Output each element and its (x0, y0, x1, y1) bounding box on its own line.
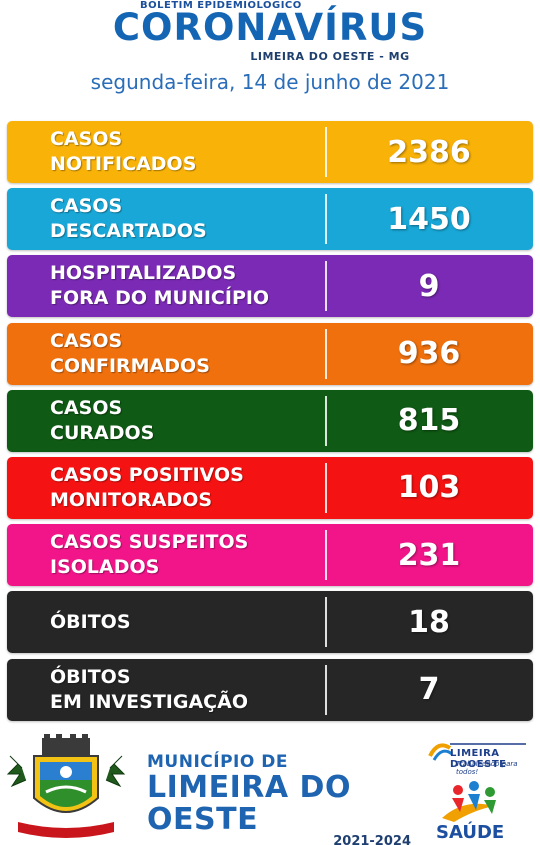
health-logo-name: SAÚDE (436, 822, 505, 843)
stat-label-line2: FORA DO MUNICÍPIO (50, 287, 270, 310)
stat-label: CASOS SUSPEITOS ISOLADOS (7, 530, 325, 580)
divider (325, 194, 327, 245)
stat-row-hospitalized: HOSPITALIZADOS FORA DO MUNICÍPIO 9 (7, 255, 533, 318)
divider (325, 395, 327, 446)
stat-label: CASOS CURADOS (7, 396, 325, 446)
stat-label-line2: CONFIRMADOS (50, 354, 210, 377)
stat-label-line1: CASOS POSITIVOS (50, 463, 244, 486)
stat-row-deaths-investigation: ÓBITOS EM INVESTIGAÇÃO 7 (7, 658, 533, 721)
stat-label: CASOS DESCARTADOS (7, 194, 325, 244)
stat-label-line2: NOTIFICADOS (50, 153, 197, 175)
footer: MUNICÍPIO DE LIMEIRA DO OESTE 2021-2024 … (0, 728, 540, 845)
divider (325, 597, 327, 648)
stat-value: 9 (418, 268, 440, 304)
stat-value: 231 (397, 537, 461, 573)
city-logo-icon (428, 743, 526, 761)
stat-label-line2: MONITORADOS (50, 488, 213, 511)
divider (325, 462, 327, 513)
municipality-prefix: MUNICÍPIO DE (147, 752, 288, 772)
stat-label-line1: HOSPITALIZADOS (50, 262, 237, 285)
stat-value: 1450 (387, 201, 471, 237)
health-logo: SAÚDE (434, 778, 530, 844)
stat-label: HOSPITALIZADOS FORA DO MUNICÍPIO (7, 261, 325, 311)
stat-label-line1: CASOS (50, 329, 123, 352)
stat-label-line2: DESCARTADOS (50, 220, 207, 243)
stat-value: 936 (397, 336, 461, 372)
stat-label: CASOS POSITIVOS MONITORADOS (7, 463, 325, 513)
stat-row-confirmed: CASOS CONFIRMADOS 936 (7, 322, 533, 385)
city-logo-name: LIMEIRA DOOESTE (450, 748, 507, 770)
stat-row-recovered: CASOS CURADOS 815 (7, 389, 533, 452)
stat-row-discarded: CASOS DESCARTADOS 1450 (7, 188, 533, 251)
stat-value: 2386 (387, 134, 471, 170)
bulletin-date: segunda-feira, 14 de junho de 2021 (90, 70, 450, 94)
stat-row-suspected: CASOS SUSPEITOS ISOLADOS 231 (7, 524, 533, 587)
city-logo: LIMEIRA DOOESTE Trabalhando para todos! (428, 734, 528, 776)
administration-term: 2021-2024 (333, 834, 411, 845)
divider (325, 530, 327, 581)
stat-label-line2: CURADOS (50, 421, 155, 444)
stat-label: CASOS NOTIFICADOS (7, 127, 325, 177)
stat-label-line1: CASOS (50, 396, 123, 419)
stat-label-line2: ISOLADOS (50, 556, 160, 579)
health-logo-icon (442, 781, 496, 822)
place-label: LIMEIRA DO OESTE - MG (250, 50, 410, 63)
stat-value: 103 (397, 470, 461, 506)
stat-row-notified: CASOS NOTIFICADOS 2386 (7, 121, 533, 183)
stat-label-line2: EM INVESTIGAÇÃO (50, 690, 248, 713)
page-title: CORONAVÍRUS (112, 6, 428, 49)
stat-value: 18 (408, 604, 450, 640)
stat-value: 7 (418, 672, 440, 707)
city-logo-slogan: Trabalhando para todos! (456, 760, 518, 776)
municipal-crest-icon (6, 734, 126, 838)
stat-label: ÓBITOS EM INVESTIGAÇÃO (7, 665, 325, 715)
divider (325, 328, 327, 379)
divider (325, 664, 327, 715)
header: BOLETIM EPIDEMIOLÓGICO CORONAVÍRUS LIMEI… (0, 0, 540, 112)
stat-label: ÓBITOS (7, 610, 325, 635)
stat-value: 815 (397, 403, 461, 439)
stats-list: CASOS NOTIFICADOS 2386 CASOS DESCARTADOS… (7, 121, 533, 726)
stat-label-line1: ÓBITOS (50, 610, 131, 633)
municipality-block: MUNICÍPIO DE LIMEIRA DO OESTE 2021-2024 (147, 752, 427, 845)
stat-row-monitored: CASOS POSITIVOS MONITORADOS 103 (7, 456, 533, 519)
stat-label-line1: CASOS (50, 195, 123, 218)
stat-label-line1: CASOS (50, 128, 123, 150)
bulletin-kicker: BOLETIM EPIDEMIOLÓGICO (140, 0, 302, 11)
stat-row-deaths: ÓBITOS 18 (7, 591, 533, 654)
divider (325, 127, 327, 177)
divider (325, 261, 327, 312)
stat-label-line1: CASOS SUSPEITOS (50, 531, 249, 554)
stat-label-line1: ÓBITOS (50, 665, 131, 688)
municipality-name: LIMEIRA DO OESTE (147, 770, 351, 837)
stat-label: CASOS CONFIRMADOS (7, 329, 325, 379)
